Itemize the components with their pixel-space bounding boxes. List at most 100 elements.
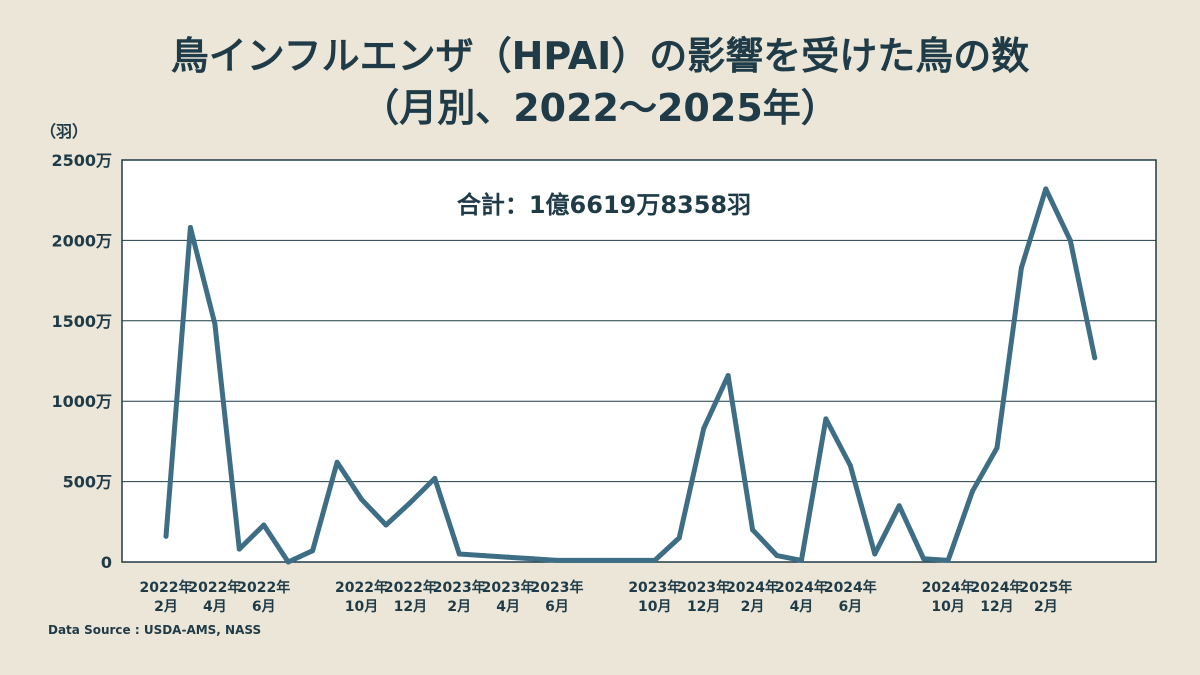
data-point bbox=[774, 553, 780, 559]
data-point bbox=[236, 546, 242, 552]
x-tick-label-line: 2月 bbox=[447, 599, 471, 615]
y-tick-label: 2500万 bbox=[51, 151, 112, 170]
x-tick-label-line: 10月 bbox=[931, 599, 964, 615]
data-source: Data Source : USDA-AMS, NASS bbox=[48, 623, 262, 637]
chart-title: 鳥インフルエンザ（HPAI）の影響を受けた鳥の数 （月別、2022～2025年） bbox=[0, 30, 1200, 134]
x-tick-label-line: 2025年 bbox=[1019, 579, 1072, 596]
data-point bbox=[1067, 237, 1073, 243]
x-tick-label: 2025年 2月 bbox=[1019, 579, 1072, 615]
data-point bbox=[921, 556, 927, 562]
data-point bbox=[872, 551, 878, 557]
data-point bbox=[652, 557, 658, 563]
data-point bbox=[310, 548, 316, 554]
data-point bbox=[823, 416, 829, 422]
data-point bbox=[505, 554, 511, 560]
plot-area bbox=[121, 159, 1157, 563]
y-tick-label: 500万 bbox=[63, 473, 112, 492]
x-tick-label-line: 2月 bbox=[154, 599, 178, 615]
gridlines bbox=[122, 239, 1156, 483]
data-point bbox=[163, 533, 169, 539]
data-point bbox=[1018, 265, 1024, 271]
x-tick-label-line: 2024年 bbox=[775, 579, 828, 596]
x-tick-label-line: 12月 bbox=[687, 599, 720, 615]
chart-title-line2: （月別、2022～2025年） bbox=[361, 86, 839, 130]
data-point bbox=[578, 557, 584, 563]
data-point bbox=[945, 557, 951, 563]
x-tick-label-line: 2024年 bbox=[824, 579, 877, 596]
data-point bbox=[750, 527, 756, 533]
data-point bbox=[896, 503, 902, 509]
x-tick-label: 2024年 6月 bbox=[824, 579, 877, 615]
x-tick-label: 2024年 10月 bbox=[922, 579, 975, 615]
data-point bbox=[970, 488, 976, 494]
x-tick-label-line: 2024年 bbox=[726, 579, 779, 596]
x-tick-label-line: 2023年 bbox=[677, 579, 730, 596]
x-tick-label-line: 12月 bbox=[980, 599, 1013, 615]
data-point bbox=[432, 475, 438, 481]
x-tick-label-line: 2月 bbox=[741, 599, 765, 615]
total-annotation: 合計：1億6619万8358羽 bbox=[457, 191, 751, 219]
x-tick-label-line: 4月 bbox=[790, 599, 814, 615]
data-point bbox=[603, 557, 609, 563]
x-tick-label-line: 4月 bbox=[203, 599, 227, 615]
x-tick-label-line: 2022年 bbox=[237, 579, 290, 596]
x-tick-label-line: 2024年 bbox=[922, 579, 975, 596]
x-tick-label: 2022年 12月 bbox=[384, 579, 437, 615]
x-tick-label: 2022年 10月 bbox=[335, 579, 388, 615]
x-tick-label: 2023年 12月 bbox=[677, 579, 730, 615]
y-tick-label: 0 bbox=[101, 553, 112, 572]
data-point bbox=[1043, 186, 1049, 192]
x-tick-label-line: 6月 bbox=[252, 599, 276, 615]
data-point bbox=[530, 556, 536, 562]
data-point bbox=[725, 372, 731, 378]
x-tick-label-line: 2024年 bbox=[970, 579, 1023, 596]
data-point bbox=[212, 321, 218, 327]
x-tick-label-line: 2022年 bbox=[335, 579, 388, 596]
x-tick-label: 2022年 4月 bbox=[188, 579, 241, 615]
data-point bbox=[676, 535, 682, 541]
data-point bbox=[627, 557, 633, 563]
y-axis-ticks: 0 500万 1000万 1500万 2000万 2500万 bbox=[51, 151, 112, 572]
data-point bbox=[847, 463, 853, 469]
x-tick-label: 2023年 2月 bbox=[433, 579, 486, 615]
y-tick-label: 1000万 bbox=[51, 392, 112, 411]
x-tick-label-line: 4月 bbox=[496, 599, 520, 615]
y-axis-unit-label: （羽） bbox=[40, 122, 89, 141]
x-tick-label-line: 2022年 bbox=[384, 579, 437, 596]
data-point bbox=[285, 559, 291, 565]
data-point bbox=[456, 551, 462, 557]
x-tick-label-line: 2022年 bbox=[140, 579, 193, 596]
data-point bbox=[554, 557, 560, 563]
x-tick-label-line: 12月 bbox=[394, 599, 427, 615]
data-point bbox=[994, 445, 1000, 451]
x-tick-label: 2022年 6月 bbox=[237, 579, 290, 615]
x-tick-label-line: 6月 bbox=[545, 599, 569, 615]
data-point bbox=[407, 500, 413, 506]
data-point bbox=[261, 522, 267, 528]
x-tick-label-line: 6月 bbox=[838, 599, 862, 615]
series-points bbox=[163, 186, 1098, 565]
x-tick-label: 2024年 4月 bbox=[775, 579, 828, 615]
data-point bbox=[187, 225, 193, 231]
x-tick-label: 2024年 2月 bbox=[726, 579, 779, 615]
x-tick-label-line: 2022年 bbox=[188, 579, 241, 596]
x-tick-label-line: 2023年 bbox=[433, 579, 486, 596]
y-tick-label: 1500万 bbox=[51, 312, 112, 331]
x-tick-label-line: 2023年 bbox=[531, 579, 584, 596]
x-tick-label: 2022年 2月 bbox=[140, 579, 193, 615]
data-point bbox=[701, 426, 707, 432]
chart-title-line1: 鳥インフルエンザ（HPAI）の影響を受けた鳥の数 bbox=[170, 34, 1030, 78]
data-point bbox=[798, 557, 804, 563]
x-tick-label-line: 2023年 bbox=[628, 579, 681, 596]
x-tick-label-line: 2023年 bbox=[482, 579, 535, 596]
x-tick-label: 2023年 10月 bbox=[628, 579, 681, 615]
data-point bbox=[383, 522, 389, 528]
x-tick-label: 2023年 6月 bbox=[531, 579, 584, 615]
data-point bbox=[1092, 355, 1098, 361]
x-tick-label-line: 10月 bbox=[638, 599, 671, 615]
x-tick-label: 2023年 4月 bbox=[482, 579, 535, 615]
data-point bbox=[334, 459, 340, 465]
data-point bbox=[359, 496, 365, 502]
